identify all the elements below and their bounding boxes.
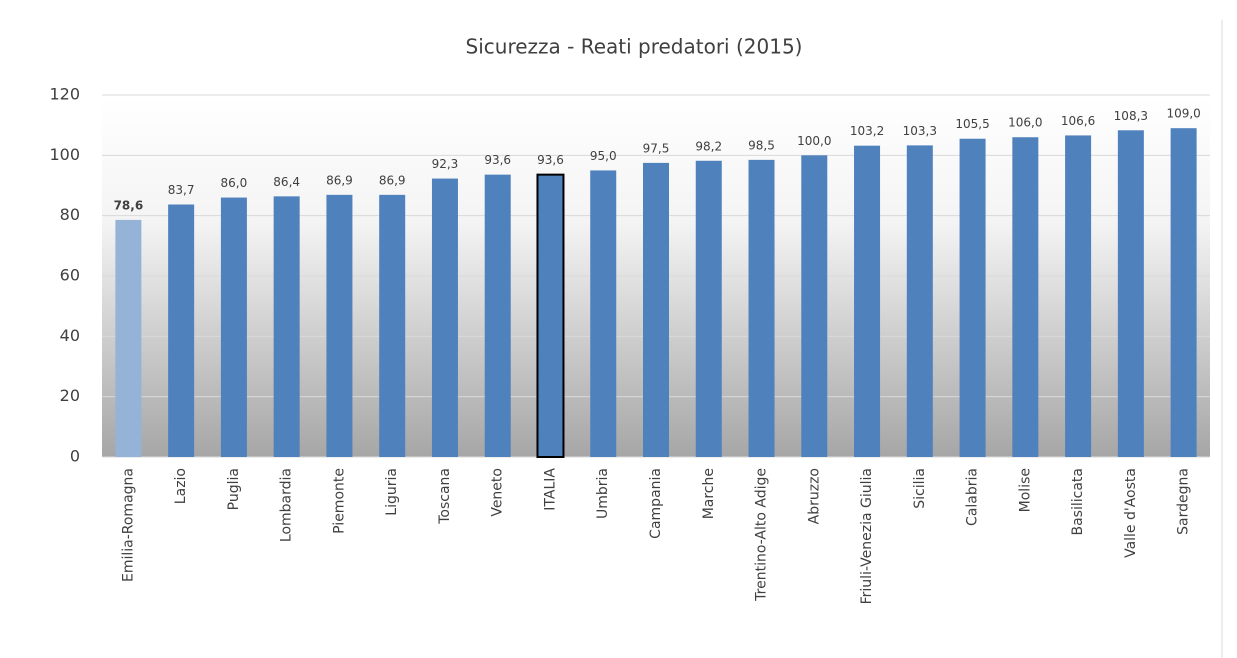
value-label: 106,0 <box>1008 116 1042 130</box>
value-label: 106,6 <box>1061 114 1095 128</box>
x-tick-label: Piemonte <box>331 468 347 534</box>
bar <box>906 145 933 457</box>
value-label: 103,2 <box>850 124 884 138</box>
x-tick-label: Liguria <box>384 468 400 516</box>
bar <box>1012 137 1039 457</box>
x-tick-label: Sicilia <box>912 468 928 509</box>
x-tick-label: Veneto <box>490 468 506 517</box>
x-tick-label: Puglia <box>226 468 242 510</box>
x-tick-label: Trentino-Alto Adige <box>754 468 770 602</box>
x-tick-label: Campania <box>648 468 664 539</box>
value-label: 92,3 <box>432 157 459 171</box>
bar <box>695 160 722 457</box>
value-label: 109,0 <box>1166 107 1200 121</box>
value-label: 105,5 <box>955 117 989 131</box>
bar <box>801 155 828 458</box>
y-tick-label: 100 <box>49 145 80 164</box>
bar <box>379 194 406 457</box>
bar <box>1170 128 1197 457</box>
x-tick-label: Calabria <box>965 468 981 526</box>
bar <box>748 159 775 457</box>
value-label: 95,0 <box>590 149 617 163</box>
value-label: 97,5 <box>643 141 670 155</box>
x-tick-label: Umbria <box>595 468 611 519</box>
bar <box>590 170 617 457</box>
x-tick-label: Molise <box>1017 468 1033 512</box>
bar <box>643 162 669 457</box>
x-tick-label: Lombardia <box>279 468 295 542</box>
value-label: 86,4 <box>273 175 300 189</box>
x-tick-label: Abruzzo <box>806 468 822 524</box>
value-label: 98,5 <box>748 138 775 152</box>
value-label: 93,6 <box>484 153 511 167</box>
bar <box>484 174 511 457</box>
y-tick-label: 80 <box>60 205 80 224</box>
value-label: 86,0 <box>221 176 248 190</box>
bar <box>168 204 195 457</box>
chart-title: Sicurezza - Reati predatori (2015) <box>466 35 803 59</box>
bar <box>1117 130 1144 458</box>
bar <box>273 196 300 458</box>
bar <box>431 178 458 458</box>
x-tick-label: ITALIA <box>542 468 558 511</box>
bar <box>854 145 881 457</box>
x-tick-label: Basilicata <box>1070 468 1086 536</box>
value-label: 98,2 <box>695 139 722 153</box>
value-label: 100,0 <box>797 134 831 148</box>
value-label: 83,7 <box>168 183 195 197</box>
bar <box>536 173 565 458</box>
y-tick-label: 60 <box>60 266 80 285</box>
value-label: 93,6 <box>537 153 564 167</box>
x-tick-label: Sardegna <box>1176 468 1192 535</box>
x-tick-label: Emilia-Romagna <box>120 468 136 582</box>
y-tick-label: 40 <box>60 326 80 345</box>
bar <box>1065 135 1092 457</box>
y-tick-label: 0 <box>70 447 80 466</box>
y-tick-label: 20 <box>60 386 80 405</box>
bar <box>959 138 986 457</box>
x-tick-label: Friuli-Venezia Giulia <box>859 468 875 604</box>
x-tick-label: Marche <box>701 468 717 519</box>
x-tick-label: Valle d'Aosta <box>1123 468 1139 558</box>
value-label: 86,9 <box>379 173 406 187</box>
value-label: 108,3 <box>1114 109 1148 123</box>
y-tick-label: 120 <box>49 85 80 104</box>
x-tick-label: Toscana <box>437 468 453 525</box>
bar <box>326 194 353 457</box>
value-label: 86,9 <box>326 173 353 187</box>
x-tick-label: Lazio <box>173 468 189 504</box>
value-label: 78,6 <box>114 198 144 212</box>
bar <box>220 197 247 458</box>
value-label: 103,3 <box>903 124 937 138</box>
bar <box>115 219 142 457</box>
